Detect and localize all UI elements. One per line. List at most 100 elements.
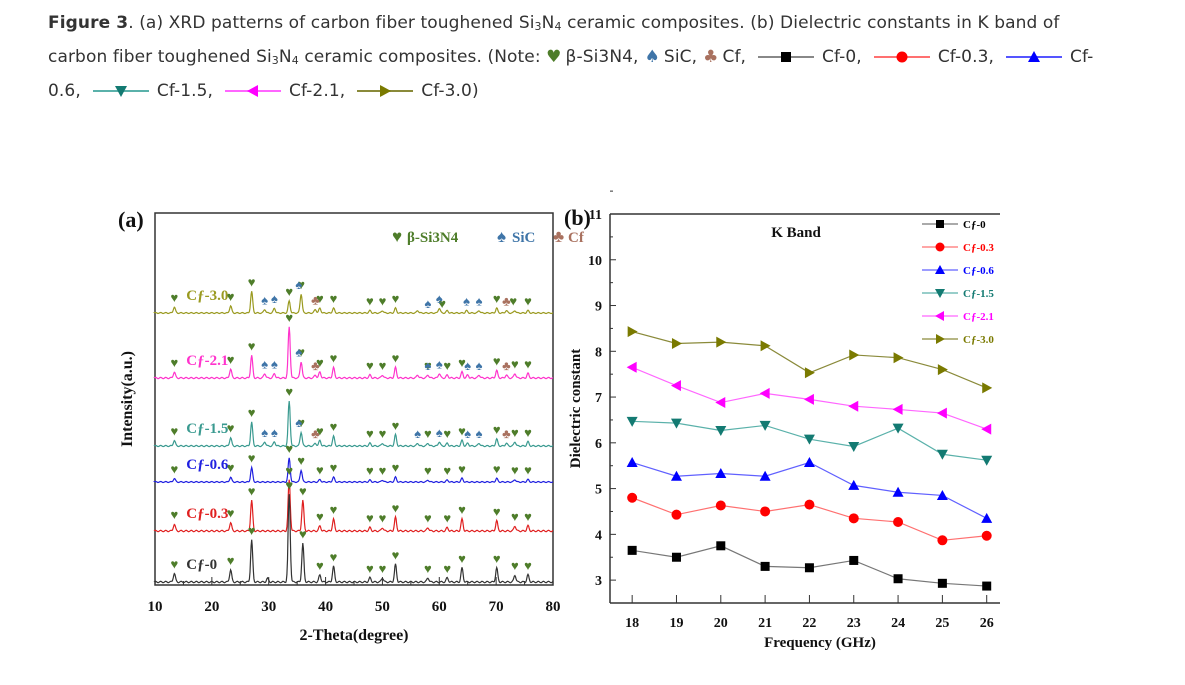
y-tick-label: 6 [595,437,602,452]
legend-label: Cƒ-0.6 [963,265,994,277]
data-point [892,403,903,415]
heart-marker: ♥ [248,274,256,289]
y-tick-label: 9 [595,300,602,315]
data-point [848,479,860,490]
series-label: Cƒ-2.1 [186,353,228,369]
heart-marker: ♥ [524,509,532,524]
data-point [981,455,993,466]
triangle-left-legend-icon [225,85,282,97]
phase-legend-label: β-Si3N4 [407,230,459,246]
data-point [760,506,771,517]
data-point [759,470,771,481]
heart-marker: ♥ [458,461,466,476]
data-point [716,336,727,348]
club-marker: ♣ [311,292,320,307]
data-point [982,382,993,394]
note-label: β-Si3N4, [565,47,639,67]
heart-marker: ♥ [285,478,293,493]
heart-marker: ♥ [379,561,387,576]
legend-label: Cƒ-1.5 [963,288,994,300]
spade-marker: ♠ [476,358,483,373]
heart-marker: ♥ [366,561,374,576]
heart-marker: ♥ [285,310,293,325]
legend-marker [935,265,945,274]
heart-marker: ♥ [511,463,519,478]
legend-marker [1028,51,1041,62]
heart-marker: ♥ [379,358,387,373]
heart-marker: ♥ [170,423,178,438]
heart-marker: ♥ [424,511,432,526]
note-label: Cf-0.3, [937,47,995,67]
spade-marker: ♠ [424,358,431,373]
data-point [892,486,904,497]
x-tick-label: 60 [432,599,447,615]
figure-label: Figure 3 [48,13,129,33]
heart-marker: ♥ [316,509,324,524]
heart-marker: ♥ [297,277,305,292]
xrd-series-Cf-0.3 [153,479,554,533]
data-point [671,509,682,520]
data-point [670,418,682,429]
heart-marker: ♥ [330,419,338,434]
y-tick-label: 3 [595,574,602,589]
heart-marker: ♥ [424,463,432,478]
xrd-series-Cf-0.6 [152,457,554,484]
data-point [627,545,637,555]
x-tick-label: 19 [669,616,683,631]
x-axis-label: Frequency (GHz) [764,635,876,651]
x-tick-label: 10 [148,599,163,615]
note-item: Cf-1.5, [87,81,213,101]
y-tick-label: 4 [595,528,602,543]
note-item: Cf-0.3, [868,47,994,67]
series-label: Cƒ-1.5 [186,421,228,437]
heart-marker: ♥ [458,551,466,566]
heart-marker: ♥ [443,511,451,526]
heart-marker: ♥ [316,423,324,438]
spade-marker: ♠ [295,415,302,430]
heart-marker: ♥ [366,463,374,478]
heart-marker: ♥ [511,509,519,524]
series-label: Cƒ-3.0 [186,288,228,304]
y-axis-label: Intensity(a.u.) [119,351,136,447]
heart-marker: ♥ [511,357,519,372]
data-point [848,400,859,412]
spade-marker: ♠ [295,345,302,360]
x-tick-label: 23 [847,616,861,631]
heart-marker: ♥ [248,523,256,538]
data-point [759,420,771,431]
y-tick-label: 8 [595,345,602,360]
heart-marker: ♥ [379,463,387,478]
heart-marker: ♥ [366,358,374,373]
heart-marker: ♥ [297,415,305,430]
phase-legend-label: SiC [512,230,535,246]
heart-marker: ♥ [524,558,532,573]
spade-marker: ♠ [271,425,278,440]
spade-icon: ♠ [497,227,506,246]
heart-marker: ♥ [170,507,178,522]
heart-marker: ♥ [443,426,451,441]
x-tick-label: 20 [204,599,219,615]
spade-marker: ♠ [476,294,483,309]
heart-marker: ♥ [511,425,519,440]
data-point [981,530,992,541]
heart-marker: ♥ [366,511,374,526]
heart-marker: ♥ [458,423,466,438]
data-point [848,513,859,524]
data-point [892,423,904,434]
figure-caption: Figure 3. (a) XRD patterns of carbon fib… [48,8,1148,106]
triangle-down-legend-icon [92,86,149,97]
heart-marker: ♥ [379,511,387,526]
data-point [670,380,681,392]
spade-marker: ♠ [436,291,443,306]
square-legend-icon [758,52,815,62]
heart-marker: ♥ [248,339,256,354]
triangle-up-legend-icon [1006,51,1063,62]
note-label: Cf-2.1, [289,81,346,101]
note-label: Cf-0, [822,47,862,67]
data-point [760,561,770,571]
caption-text-1: . (a) XRD patterns of carbon fiber tough… [128,13,1060,33]
spade-marker: ♠ [424,296,431,311]
legend-marker [247,85,259,97]
club-marker: ♣ [502,358,511,373]
legend-marker [781,52,792,62]
